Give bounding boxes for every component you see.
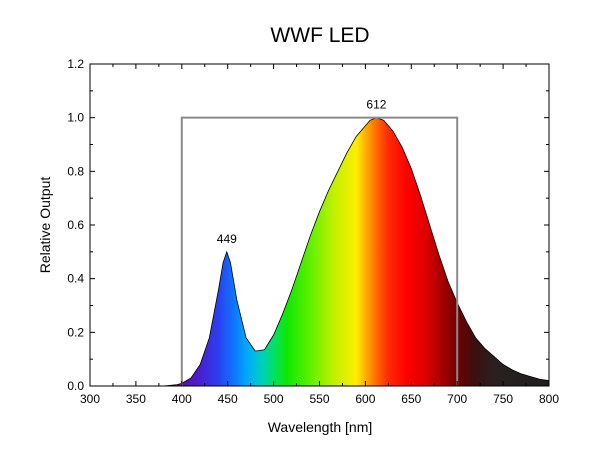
x-tick-label: 400 [172, 392, 192, 406]
x-axis-label: Wavelength [nm] [268, 419, 373, 435]
y-tick-label: 1.0 [67, 111, 84, 125]
peak-annotation: 449 [217, 232, 237, 246]
y-tick-label: 0.8 [67, 164, 84, 178]
reference-box-line [180, 116, 459, 386]
x-tick-label: 500 [264, 392, 284, 406]
peak-annotation: 612 [366, 98, 386, 112]
x-tick-label: 550 [309, 392, 329, 406]
x-tick-label: 800 [539, 392, 559, 406]
y-axis-label: Relative Output [37, 177, 53, 274]
x-tick-label: 350 [126, 392, 146, 406]
y-tick-label: 0.0 [67, 379, 84, 393]
x-tick-label: 600 [355, 392, 375, 406]
x-tick-label: 750 [493, 392, 513, 406]
y-tick-label: 0.4 [67, 272, 84, 286]
x-tick-label: 650 [401, 392, 421, 406]
y-tick-label: 1.2 [67, 57, 84, 71]
y-tick-label: 0.6 [67, 218, 84, 232]
x-tick-label: 450 [218, 392, 238, 406]
spectrum-area [90, 117, 550, 387]
chart-title: WWF LED [270, 24, 369, 47]
x-tick-label: 700 [447, 392, 467, 406]
x-tick-label: 300 [80, 392, 100, 406]
y-tick-label: 0.2 [67, 325, 84, 339]
